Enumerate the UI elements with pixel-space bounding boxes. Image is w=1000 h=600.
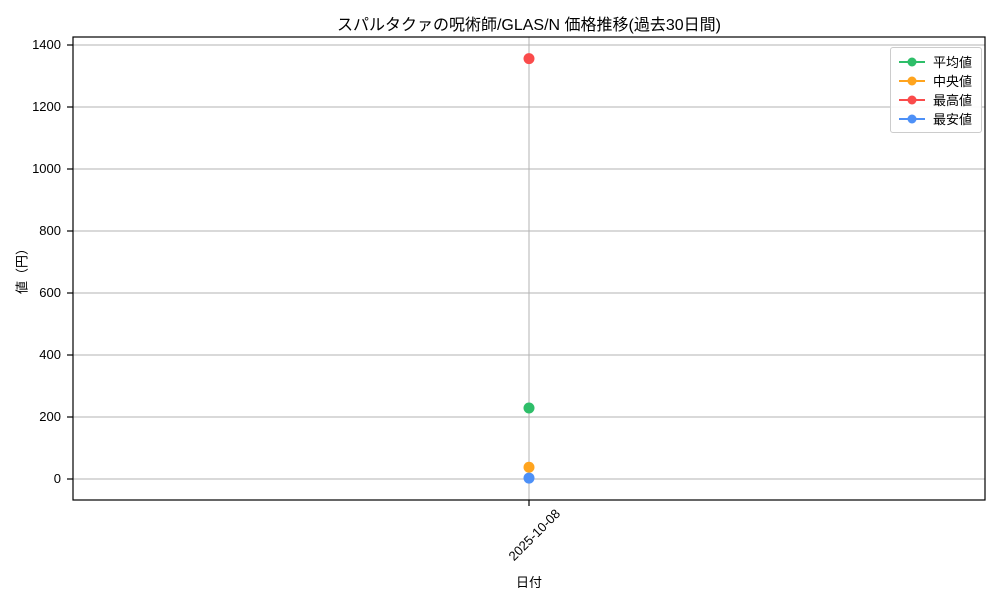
legend-label-min: 最安値 [932, 112, 972, 127]
y-tick-label: 1200 [32, 99, 61, 114]
data-point-series-3 [523, 472, 535, 484]
y-tick-label: 400 [39, 347, 61, 362]
y-tick-label: 1400 [32, 37, 61, 52]
y-tick-label: 200 [39, 409, 61, 424]
legend-row-max: 最高値 [898, 90, 972, 109]
data-point-series-0 [523, 402, 535, 414]
y-axis-label: 値（円） [14, 241, 30, 295]
y-tick-label: 800 [39, 223, 61, 238]
legend-row-min: 最安値 [898, 109, 972, 128]
legend-label-median: 中央値 [932, 74, 972, 89]
legend-label-max: 最高値 [932, 93, 972, 108]
y-tick-label: 600 [39, 285, 61, 300]
x-axis-label: 日付 [515, 575, 542, 590]
chart-title: スパルタクァの呪術師/GLAS/N 価格推移(過去30日間) [336, 17, 722, 34]
y-tick-label: 0 [53, 471, 61, 486]
legend-marker-max-icon [898, 95, 925, 104]
legend-marker-min-icon [898, 114, 925, 123]
legend-row-median: 中央値 [898, 71, 972, 90]
data-point-series-2 [523, 53, 535, 65]
y-tick-label: 1000 [32, 161, 61, 176]
legend-label-average: 平均値 [932, 55, 972, 70]
legend-marker-average-icon [898, 57, 925, 66]
legend: 平均値 中央値 最高値 最安値 [889, 47, 982, 133]
legend-row-average: 平均値 [898, 52, 972, 71]
data-point-series-1 [523, 461, 535, 473]
legend-marker-median-icon [898, 76, 925, 85]
